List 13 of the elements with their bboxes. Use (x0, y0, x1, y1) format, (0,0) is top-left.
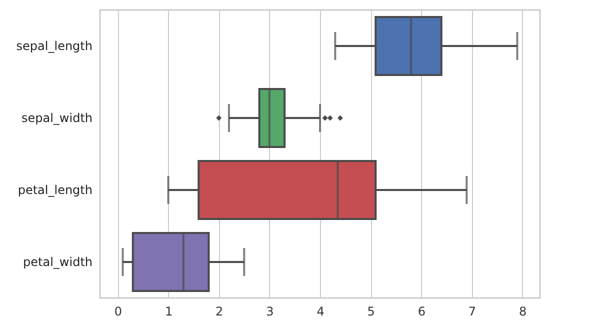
x-tick-label: 2 (216, 304, 224, 318)
x-tick-label: 5 (367, 304, 375, 318)
x-tick-label: 8 (518, 304, 527, 318)
y-tick-label: petal_length (18, 183, 92, 197)
x-tick-label: 6 (418, 304, 426, 318)
x-tick-label: 3 (266, 304, 274, 318)
y-tick-label: sepal_width (21, 111, 92, 125)
y-tick-label: petal_width (23, 255, 92, 269)
x-tick-label: 4 (316, 304, 324, 318)
y-tick-label: sepal_length (16, 39, 92, 53)
x-tick-label: 0 (114, 304, 122, 318)
x-tick-label: 7 (468, 304, 476, 318)
x-tick-label: 1 (164, 304, 173, 318)
